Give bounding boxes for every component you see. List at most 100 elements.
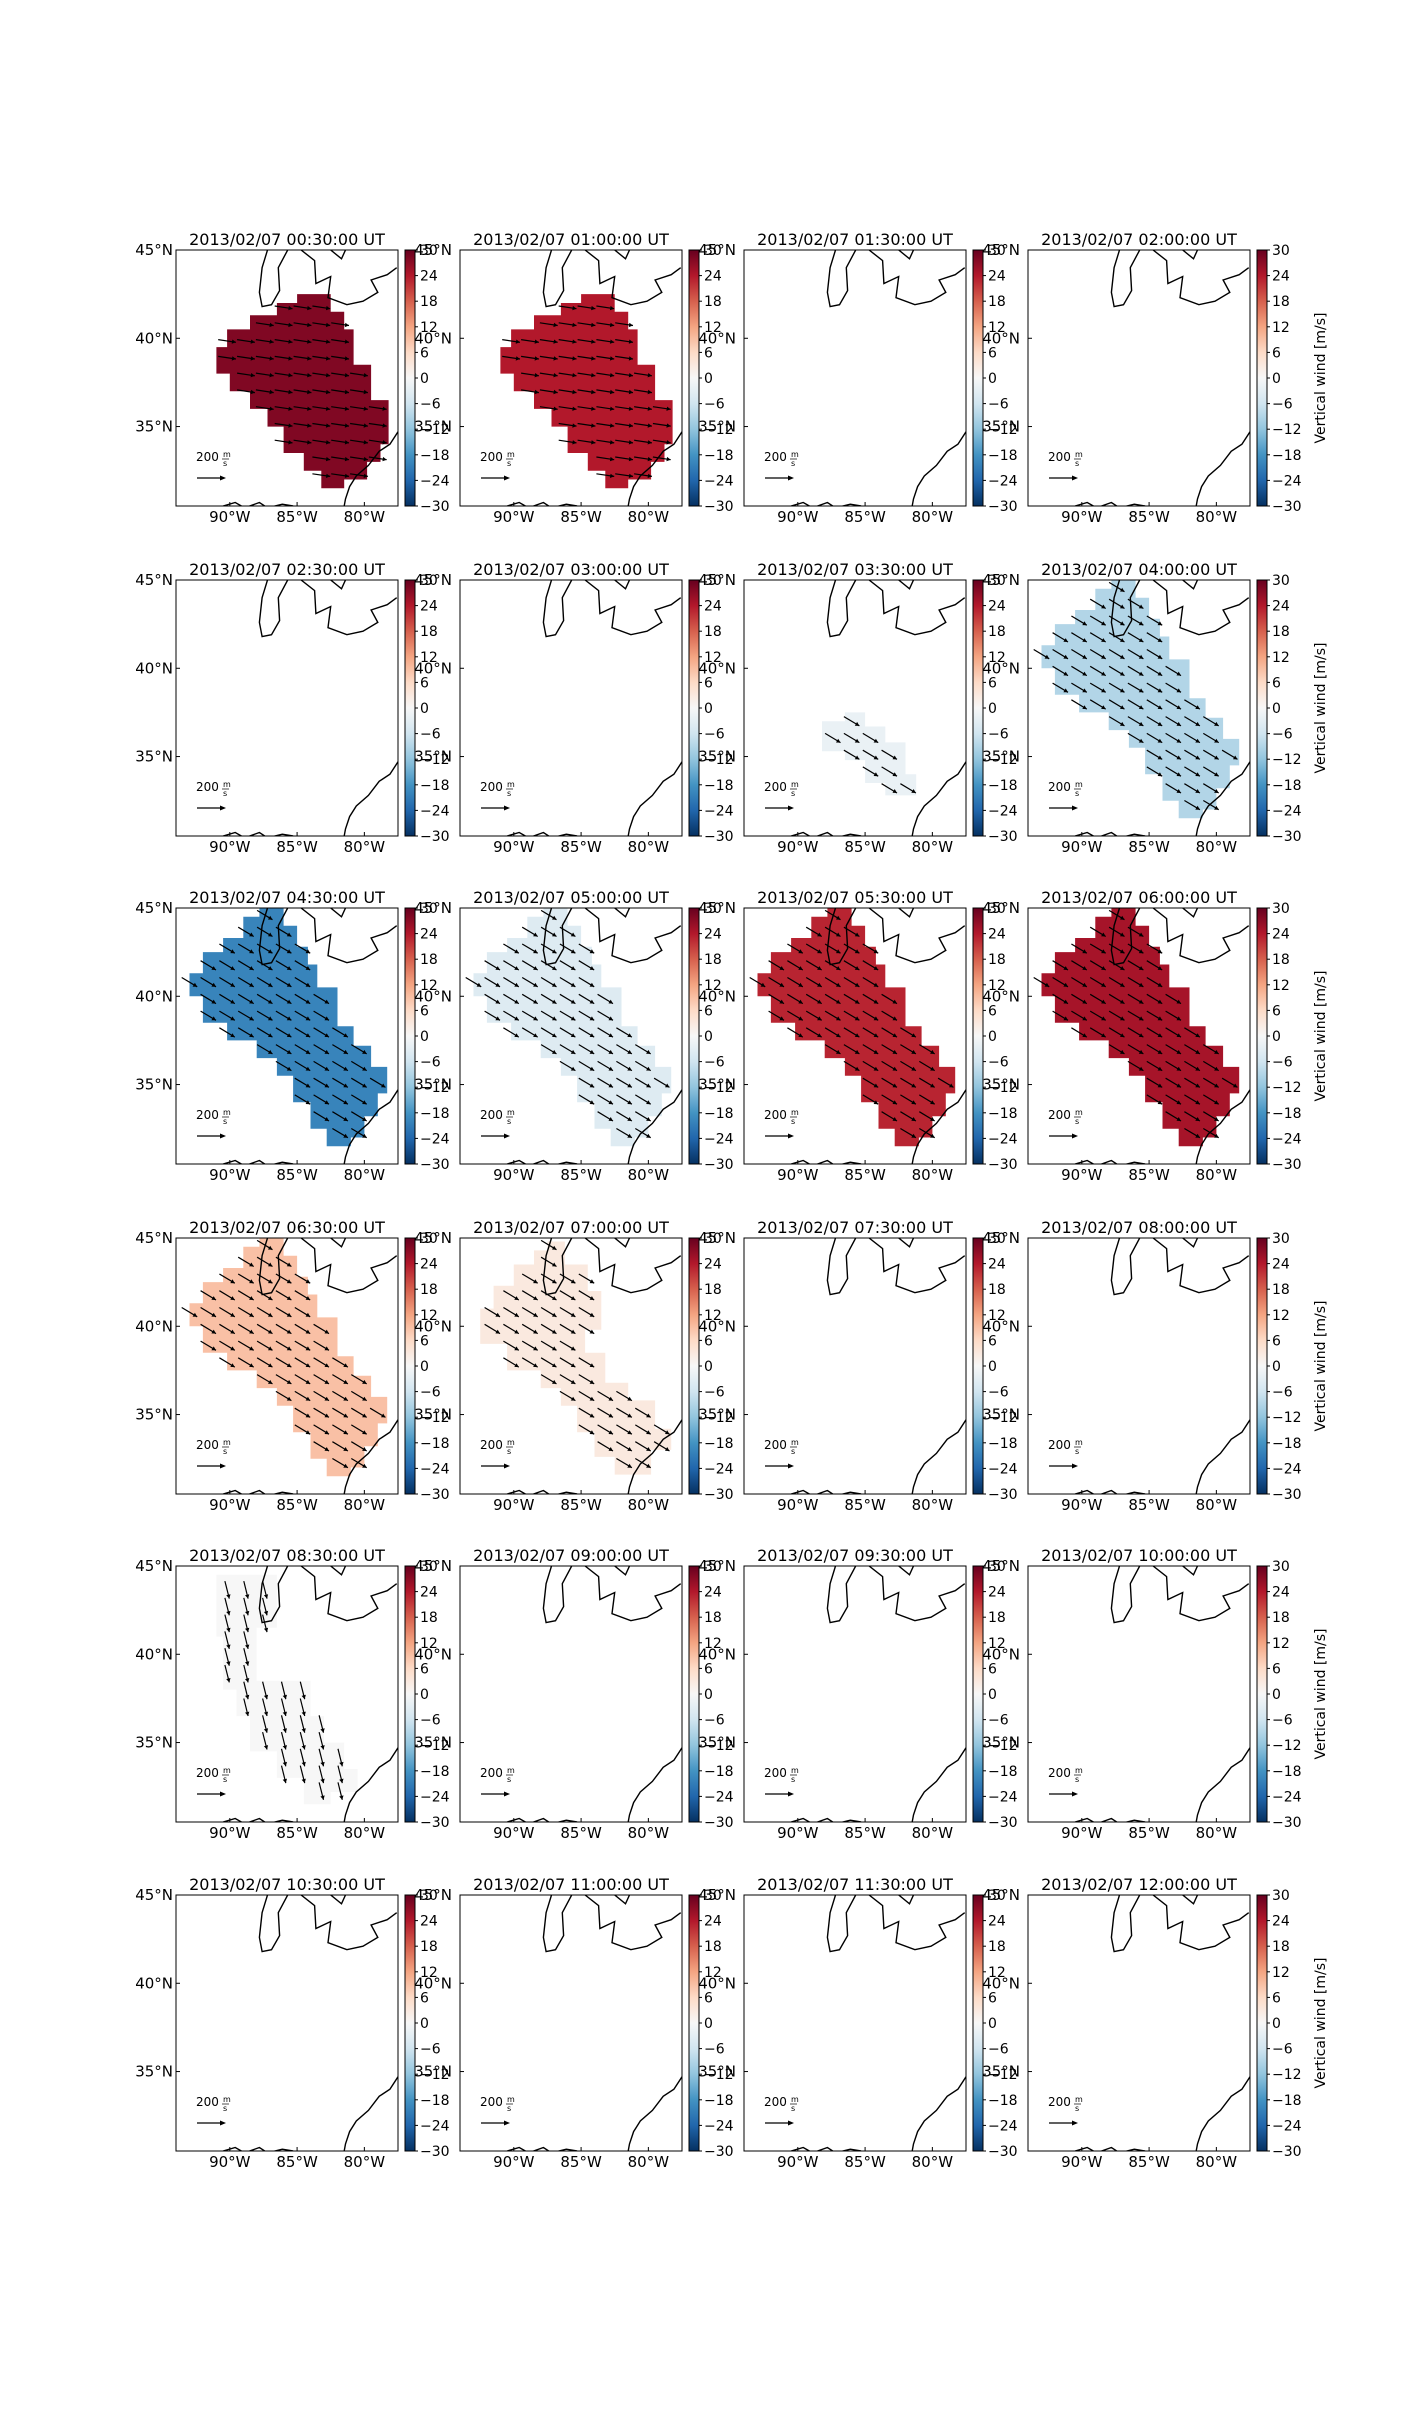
wind-vector-head xyxy=(873,1049,879,1054)
colorbar-tick-label: −30 xyxy=(1272,1815,1302,1831)
colorbar-tick-label: −6 xyxy=(420,727,441,743)
wind-vector-head xyxy=(343,1033,348,1038)
reference-arrow-unit-num: m xyxy=(223,1438,231,1447)
colorbar-tick-label: −24 xyxy=(704,1131,734,1147)
map-panel: 2013/02/07 05:30:00 UT 200 ms 90°W 85°W 80°W 4… xyxy=(698,888,1017,1184)
wind-vector-head xyxy=(1176,705,1181,710)
wind-vector-head xyxy=(836,999,841,1004)
wind-vector-head xyxy=(647,406,652,411)
wind-vector-head xyxy=(627,1447,632,1451)
colorbar-tick-label: 24 xyxy=(988,927,1006,943)
wind-vector-head xyxy=(589,1312,595,1317)
wind-vector-head xyxy=(1214,1117,1219,1121)
colorbar xyxy=(404,579,416,837)
map-frame xyxy=(459,1894,683,2152)
wind-vector-head xyxy=(570,1396,576,1401)
wind-vector-head xyxy=(1101,999,1106,1004)
colorbar-tick-label: −6 xyxy=(1272,397,1293,413)
colorbar-tick-label: −30 xyxy=(1272,2144,1302,2160)
wind-vector-head xyxy=(589,1413,595,1418)
wind-vector-head xyxy=(1101,604,1106,609)
wind-vector-head xyxy=(533,1033,538,1038)
reference-arrow-unit-num: m xyxy=(1075,1438,1083,1447)
wind-vector-head xyxy=(514,1296,519,1300)
wind-vector-head xyxy=(817,1016,822,1021)
panel-title: 2013/02/07 04:30:00 UT xyxy=(189,888,385,907)
colorbar-tick-label: 18 xyxy=(988,294,1006,310)
wind-vector-head xyxy=(1138,671,1144,676)
colorbar-tick-label: 30 xyxy=(988,573,1006,589)
wind-vector-head xyxy=(288,406,293,411)
lon-tick-label: 85°W xyxy=(560,508,602,526)
map-frame xyxy=(1027,907,1251,1165)
reference-arrow-unit-num: m xyxy=(1075,1766,1083,1775)
wind-vector-head xyxy=(533,1329,538,1334)
coastline xyxy=(1182,580,1199,590)
wind-vector-head xyxy=(1157,755,1163,760)
wind-vector-head xyxy=(1120,1049,1125,1054)
colorbar-tick-label: −18 xyxy=(1272,1106,1302,1122)
wind-vector-head xyxy=(627,1033,632,1038)
lat-tick-label: 35°N xyxy=(414,1406,452,1424)
wind-vector-head xyxy=(1195,789,1200,793)
wind-vector-head xyxy=(1176,789,1181,793)
wind-vector-head xyxy=(268,1312,273,1317)
colorbar-tick-label: 30 xyxy=(420,1888,438,1904)
coastline xyxy=(584,250,682,306)
wind-vector-head xyxy=(589,982,595,987)
colorbar-tick-label: 30 xyxy=(704,1231,722,1247)
wind-vector-head xyxy=(362,1447,367,1451)
colorbar-tick-label: 0 xyxy=(704,1687,713,1703)
wind-vector-head xyxy=(911,1049,916,1054)
coastline xyxy=(1152,1566,1250,1622)
colorbar-tick-label: 30 xyxy=(420,573,438,589)
lon-tick-label: 85°W xyxy=(1128,838,1170,856)
wind-vector-head xyxy=(930,1100,935,1105)
coastline xyxy=(627,761,682,836)
coastline xyxy=(1110,250,1141,308)
colorbar-tick-label: 12 xyxy=(420,978,438,994)
wind-vector-head xyxy=(779,1016,784,1021)
coastline xyxy=(300,1566,398,1622)
wind-vector-head xyxy=(514,999,519,1004)
wind-vector-head xyxy=(1120,982,1125,987)
reference-arrow-head xyxy=(788,2120,794,2126)
wind-vector-head xyxy=(570,1049,576,1054)
wind-vector-head xyxy=(1157,671,1163,676)
wind-vector-head xyxy=(286,1346,292,1351)
map-content xyxy=(465,908,682,1164)
wind-region xyxy=(1041,908,1240,1147)
lat-tick-label: 35°N xyxy=(414,1734,452,1752)
wind-vector-head xyxy=(570,1296,576,1300)
wind-vector-head xyxy=(1082,999,1087,1004)
colorbar-tick-label: −24 xyxy=(420,1789,450,1805)
colorbar-tick-label: 0 xyxy=(704,2016,713,2032)
colorbar xyxy=(688,1237,700,1495)
wind-vector-head xyxy=(1195,705,1200,710)
reference-arrow-head xyxy=(1072,805,1078,811)
wind-vector-head xyxy=(1157,705,1163,710)
coastline xyxy=(614,580,631,590)
wind-vector-head xyxy=(230,1346,235,1351)
lat-tick-label: 40°N xyxy=(982,329,1020,347)
coastline xyxy=(1195,761,1250,836)
wind-vector-head xyxy=(268,966,273,970)
colorbar-tick-label: −12 xyxy=(988,422,1018,438)
wind-vector-head xyxy=(1082,982,1087,987)
wind-vector-head xyxy=(282,1745,287,1750)
wind-vector-head xyxy=(286,1312,292,1317)
colorbar-tick-label: 0 xyxy=(420,2016,429,2032)
wind-vector-head xyxy=(1138,949,1144,954)
wind-vector-head xyxy=(230,1016,235,1021)
wind-vector-head xyxy=(343,1430,348,1435)
lat-tick-label: 45°N xyxy=(982,899,1020,917)
coastline xyxy=(343,2076,398,2151)
wind-vector-head xyxy=(1120,915,1125,920)
colorbar-tick-label: 6 xyxy=(420,345,429,361)
wind-vector-head xyxy=(1138,1066,1144,1071)
colorbar xyxy=(404,1894,416,2152)
colorbar-tick-label: −30 xyxy=(988,499,1018,515)
wind-vector-head xyxy=(250,339,255,344)
colorbar-tick-label: 24 xyxy=(1272,1585,1290,1601)
wind-vector-head xyxy=(1176,688,1181,693)
